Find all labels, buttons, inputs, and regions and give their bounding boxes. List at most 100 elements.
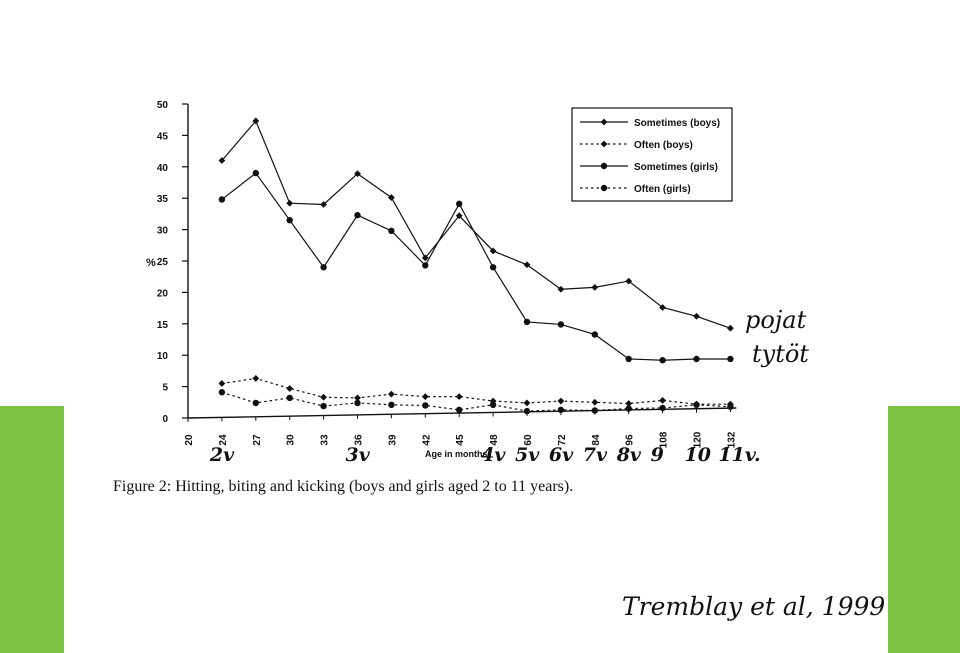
data-point [320,201,327,208]
data-point [489,264,497,271]
data-point [489,401,497,409]
data-point [625,277,633,285]
data-point [421,393,429,401]
data-point [354,394,361,402]
handwritten-age-label: 11v. [718,444,761,466]
data-point [727,324,734,332]
x-tick-label: 72 [557,434,568,446]
y-tick-label: 45 [157,131,169,142]
handwritten-age-label: 9 [650,444,664,466]
x-tick-label: 42 [421,434,432,446]
data-point [320,393,327,401]
data-point [659,404,666,412]
series-line [221,172,731,361]
data-point [727,355,734,363]
series-3 [218,389,734,415]
green-band-right [888,406,960,653]
chart-legend: Sometimes (boys) Often (boys) Sometimes (g… [571,107,733,202]
x-tick-label: 33 [320,434,331,446]
handwritten-age-label: 2v [209,444,235,466]
data-point [557,397,565,405]
chart-axes: 0 5 10 15 20 25 30 35 40 45 50% 20 24 27 30 33 36 39 42 45 4… [146,100,737,459]
data-point [455,212,463,220]
y-tick-label: 35 [157,194,169,205]
handwritten-boys-note: pojat [745,306,807,334]
legend-label: Sometimes (boys) [634,118,720,129]
data-point [286,385,294,392]
y-axis-label: % [146,257,156,269]
x-tick-label: 96 [625,434,636,446]
y-tick-label: 25 [157,257,169,268]
series-2 [218,169,734,364]
x-tick-label: 24 [218,434,229,446]
data-point [456,406,463,414]
handwritten-age-label: 8v [616,444,641,466]
x-tick-label: 30 [286,434,297,446]
handwritten-age-label: 4v [481,444,506,466]
data-point [252,375,260,382]
handwritten-age-label: 3v [345,444,370,466]
x-tick-label: 27 [252,434,263,446]
x-tick-label: 108 [659,431,670,448]
data-point [388,401,395,409]
legend-marker [600,118,608,126]
legend-label: Often (girls) [634,184,691,195]
data-point [659,304,666,311]
x-tick-label: 20 [184,434,195,446]
series-line [221,119,731,329]
data-point [591,331,598,338]
data-point [693,355,700,363]
y-tick-label: 5 [162,383,168,394]
data-point [523,399,531,407]
legend-marker [600,140,608,148]
y-tick-label: 0 [162,414,168,425]
series-1 [218,375,734,408]
data-point [557,406,565,414]
data-point [625,355,632,363]
data-point [591,407,598,414]
x-tick-label: 60 [523,434,534,446]
data-point [489,247,497,255]
legend-marker [600,184,608,192]
green-band-left [0,406,64,653]
data-point [727,403,734,410]
data-point [422,402,429,409]
data-point [218,157,226,164]
legend-label: Sometimes (girls) [634,162,718,173]
data-point [659,357,666,364]
handwritten-age-label: 10 [684,444,711,466]
y-tick-label: 10 [157,351,169,362]
data-point [388,194,395,201]
y-tick-label: 15 [157,320,169,331]
data-point [388,227,395,235]
handwritten-citation: Tremblay et al, 1999 [622,592,886,621]
data-point [625,405,632,412]
data-point [218,196,226,203]
data-point [218,389,226,396]
data-point [523,318,531,326]
y-tick-label: 50 [157,100,169,111]
x-tick-label: 39 [387,434,398,446]
data-point [320,264,327,271]
data-point [252,117,260,125]
data-point [286,199,294,207]
x-tick-label: 132 [726,431,737,448]
chart-series [218,117,734,415]
data-point [252,399,259,407]
data-point [557,321,565,328]
handwritten-age-label: 7v [582,444,608,466]
data-point [286,216,293,224]
data-point [354,170,361,178]
data-point [422,262,429,269]
y-tick-label: 40 [157,163,169,174]
legend-box [571,107,733,202]
data-point [693,401,700,409]
data-point [591,283,599,291]
handwritten-age-label: 5v [515,444,540,466]
x-tick-label: 120 [693,431,704,448]
data-point [252,169,259,177]
data-point [523,261,531,269]
data-point [286,394,293,402]
data-point [218,380,226,387]
